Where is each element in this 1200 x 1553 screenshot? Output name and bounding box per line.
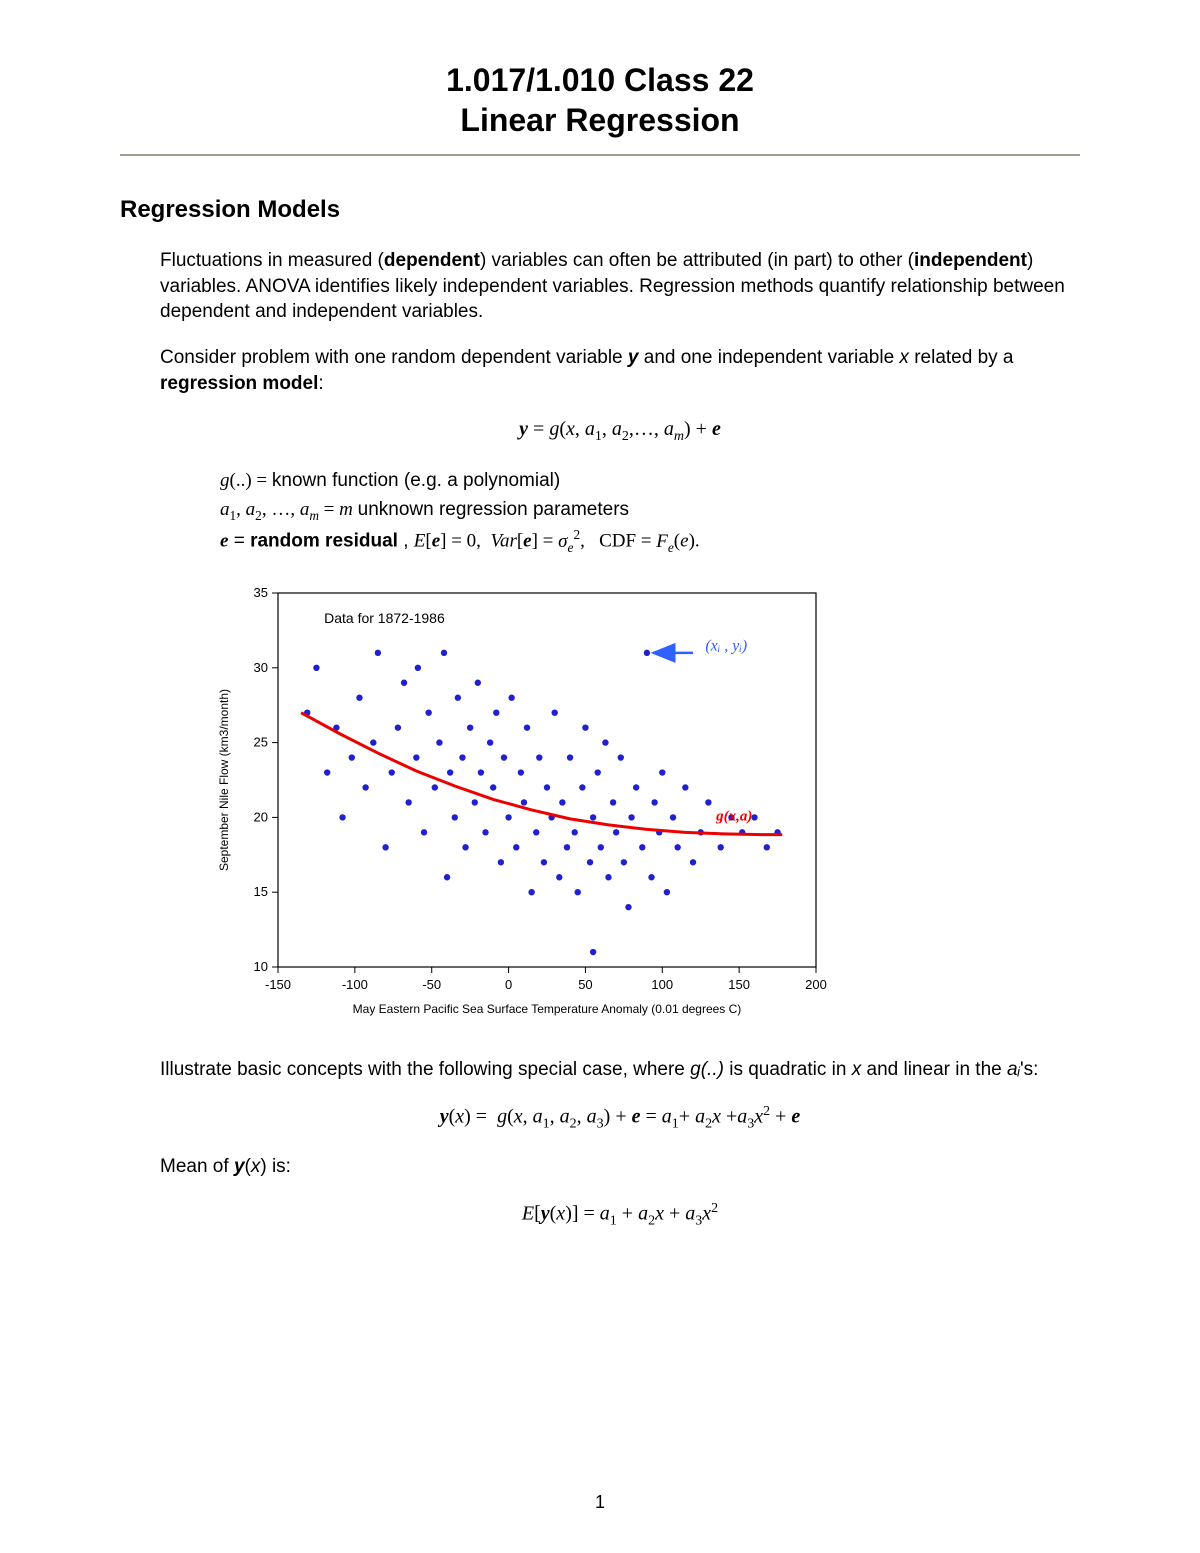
svg-text:0: 0 xyxy=(505,977,512,992)
svg-text:15: 15 xyxy=(254,885,268,900)
svg-text:25: 25 xyxy=(254,735,268,750)
page-number: 1 xyxy=(0,1492,1200,1513)
page: 1.017/1.010 Class 22 Linear Regression R… xyxy=(0,0,1200,1553)
def-line-2: a1, a2, …, am = m unknown regression par… xyxy=(220,496,1080,526)
definitions: g(..) = known function (e.g. a polynomia… xyxy=(220,467,1080,557)
def-line-1: g(..) = known function (e.g. a polynomia… xyxy=(220,467,1080,496)
equation-1: y = g(x, a1, a2,…, am) + e xyxy=(160,416,1080,447)
paragraph-1: Fluctuations in measured (dependent) var… xyxy=(160,248,1080,325)
svg-text:20: 20 xyxy=(254,810,268,825)
section-heading: Regression Models xyxy=(120,196,1080,224)
equation-3: E[y(x)] = a1 + a2x + a3x2 xyxy=(160,1200,1080,1232)
def-line-3: e = random residual , E[e] = 0, Var[e] =… xyxy=(220,525,1080,557)
svg-text:-100: -100 xyxy=(342,977,368,992)
svg-text:(xᵢ , yᵢ): (xᵢ , yᵢ) xyxy=(705,638,747,655)
paragraph-3: Illustrate basic concepts with the follo… xyxy=(160,1057,1080,1083)
svg-text:-50: -50 xyxy=(422,977,441,992)
title-line-1: 1.017/1.010 Class 22 xyxy=(120,60,1080,100)
svg-text:Data for 1872-1986: Data for 1872-1986 xyxy=(324,610,445,626)
paragraph-4: Mean of y(x) is: xyxy=(160,1154,1080,1180)
chart-svg: -150 -100 -50 0 50 100 150 200 10 15 20 25 30 35 May E… xyxy=(210,575,830,1025)
svg-text:150: 150 xyxy=(728,977,750,992)
title-line-2: Linear Regression xyxy=(120,100,1080,140)
svg-text:100: 100 xyxy=(651,977,673,992)
scatter-chart: -150 -100 -50 0 50 100 150 200 10 15 20 25 30 35 May E… xyxy=(210,575,1080,1033)
svg-text:-150: -150 xyxy=(265,977,291,992)
svg-text:30: 30 xyxy=(254,660,268,675)
body: Fluctuations in measured (dependent) var… xyxy=(160,248,1080,1231)
svg-text:g(x,a): g(x,a) xyxy=(715,809,752,825)
svg-text:10: 10 xyxy=(254,959,268,974)
svg-text:50: 50 xyxy=(578,977,592,992)
paragraph-2: Consider problem with one random depende… xyxy=(160,345,1080,396)
svg-text:200: 200 xyxy=(805,977,827,992)
title-rule xyxy=(120,154,1080,156)
equation-2: y(x) = g(x, a1, a2, a3) + e = a1+ a2x +a… xyxy=(160,1103,1080,1135)
page-title: 1.017/1.010 Class 22 Linear Regression xyxy=(120,60,1080,140)
svg-text:35: 35 xyxy=(254,585,268,600)
svg-text:May Eastern Pacific Sea Surfac: May Eastern Pacific Sea Surface Temperat… xyxy=(353,1002,742,1016)
svg-text:September Nile Flow (km3/month: September Nile Flow (km3/month) xyxy=(217,689,231,871)
